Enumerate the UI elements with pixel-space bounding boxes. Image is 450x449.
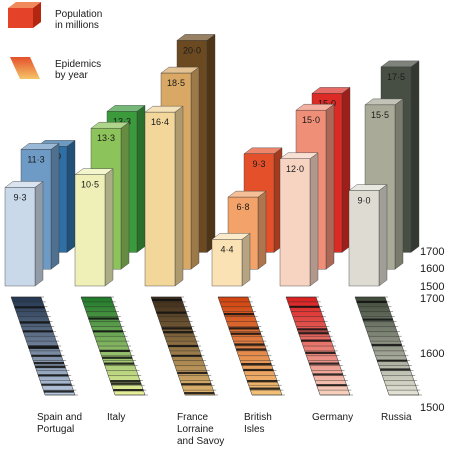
year-label-top-1700: 1700: [420, 246, 444, 258]
bar-value-label: 9·0: [357, 196, 370, 206]
epidemic-band-2: [150, 296, 218, 396]
year-label-band-1500: 1500: [420, 402, 444, 414]
bar-side-face: [136, 105, 146, 253]
year-label-top-1600: 1600: [420, 263, 444, 275]
legend: Population in millions Epidemics by year: [8, 2, 102, 81]
category-label-0: Spain and Portugal: [37, 412, 82, 435]
bar-4-1500: 12·0: [279, 152, 319, 287]
bar-3-1500: 4·4: [211, 232, 251, 287]
bar-side-face: [241, 232, 251, 287]
bar-value-label: 15·0: [302, 115, 320, 125]
bar-front-face: [348, 190, 380, 287]
bar-value-label: 9·3: [252, 159, 265, 169]
bar-group-3: 9·3 6·8 4·4: [211, 147, 283, 287]
bar-value-label: 15·5: [371, 110, 389, 120]
bar-group-0: 10·011·39·3: [4, 139, 76, 287]
year-axis: 1500 1600 1700 1700 1600 1500: [420, 246, 444, 414]
bar-front-face: [74, 174, 106, 287]
bar-front-face: [144, 111, 176, 287]
bar-value-label: 16·4: [151, 117, 169, 127]
legend-epidemics-label: Epidemics by year: [55, 59, 101, 81]
bar-value-label: 15·0: [318, 98, 336, 108]
bar-side-face: [66, 139, 76, 253]
bar-side-face: [257, 190, 267, 270]
bar-front-face: [279, 158, 311, 287]
epidemic-band-5: [354, 296, 422, 396]
bar-side-face: [378, 184, 388, 287]
bar-1-1500: 10·5: [74, 168, 114, 287]
epidemic-bands: [10, 296, 422, 396]
epidemic-band-4: [285, 296, 353, 396]
bar-side-face: [50, 143, 60, 270]
bar-side-face: [190, 66, 200, 270]
bar-value-label: 17·5: [387, 72, 405, 82]
year-label-top-1500: 1500: [420, 281, 444, 293]
bar-front-face: [4, 187, 36, 287]
bar-value-label: 20·0: [183, 45, 201, 55]
bar-value-label: 6·8: [236, 202, 249, 212]
bar-side-face: [410, 60, 420, 253]
bar-side-face: [104, 168, 114, 287]
bar-side-face: [341, 87, 351, 253]
category-label-4: Germany: [312, 412, 353, 423]
bar-5-1500: 9·0: [348, 184, 388, 287]
epidemic-band-3: [217, 296, 285, 396]
bar-front-face: [211, 239, 243, 287]
bar-value-label: 11·3: [27, 154, 44, 164]
epidemic-band-0: [10, 296, 78, 396]
category-label-2: France Lorraine and Savoy: [177, 412, 224, 447]
bar-group-1: 13·3 13·3 10·5: [74, 105, 146, 287]
bar-side-face: [120, 121, 130, 270]
bar-value-label: 13·3: [113, 116, 131, 126]
bar-side-face: [34, 181, 44, 287]
year-label-band-1700: 1700: [420, 293, 444, 305]
bar-side-face: [174, 105, 184, 287]
category-label-3: British Isles: [244, 412, 272, 435]
legend-population-label: Population in millions: [55, 9, 102, 31]
category-labels: Spain and Portugal Italy France Lorraine and …: [37, 412, 412, 447]
bar-2-1500: 16·4: [144, 105, 184, 287]
legend-epidemics-swatch: [10, 57, 40, 79]
bar-value-label: 18·5: [167, 78, 185, 88]
year-label-band-1600: 1600: [420, 348, 444, 360]
bar-group-4: 15·0 15·0 12·0: [279, 87, 351, 287]
bar-side-face: [206, 34, 216, 253]
bar-groups: 10·011·39·313·313·310·520·018·516·49·36·…: [4, 34, 420, 287]
category-label-1: Italy: [107, 412, 125, 423]
bar-group-5: 17·5 15·5 9·0: [348, 60, 420, 287]
bar-side-face: [325, 103, 335, 270]
bar-side-face: [309, 152, 319, 287]
legend-population-swatch: [8, 2, 41, 28]
bar-0-1500: 9·3: [4, 181, 44, 287]
bar-value-label: 13·3: [97, 133, 115, 143]
epidemic-band-1: [80, 296, 148, 396]
category-label-5: Russia: [381, 412, 412, 423]
bar-value-label: 9·3: [13, 192, 26, 202]
bar-side-face: [394, 98, 404, 270]
bar-value-label: 10·5: [81, 180, 99, 190]
bar-value-label: 12·0: [286, 164, 304, 174]
bar-value-label: 4·4: [220, 244, 233, 254]
bar-group-2: 20·0 18·5 16·4: [144, 34, 216, 287]
